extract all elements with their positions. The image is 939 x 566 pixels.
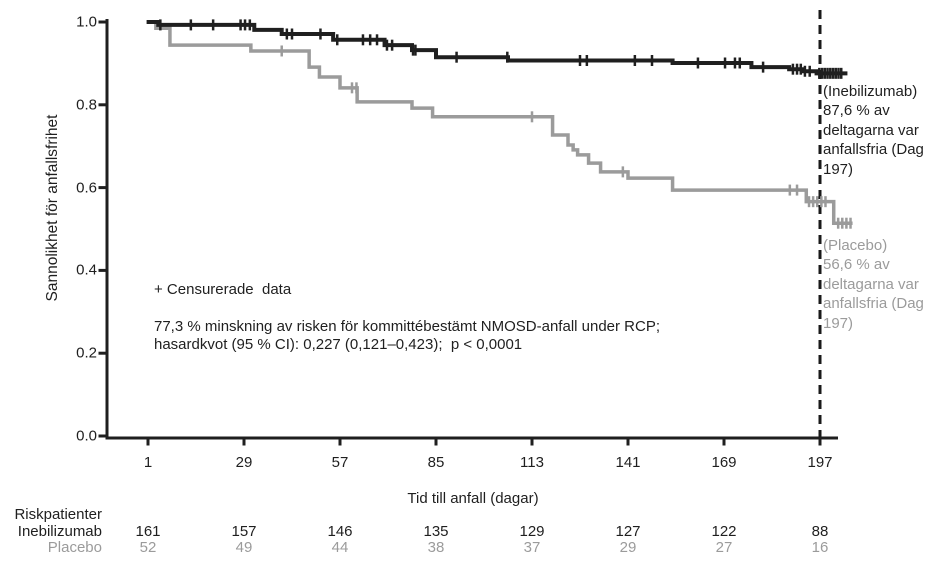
y-tick-label: 0.6 [76, 179, 97, 197]
stats-note-line2: hasardkvot (95 % CI): 0,227 (0,121–0,423… [154, 335, 523, 353]
x-tick-label: 141 [615, 454, 641, 471]
y-tick-label: 1.0 [76, 13, 97, 31]
censored-data-note: + Censurerade data [154, 281, 292, 298]
risk-value-placebo: 37 [523, 539, 541, 556]
risk-row-label-placebo: Placebo [47, 539, 102, 556]
y-tick-label: 0.0 [76, 427, 97, 445]
risk-value-placebo: 44 [331, 539, 349, 556]
y-tick-label: 0.2 [76, 344, 97, 362]
risk-value-inebilizumab: 161 [135, 523, 161, 540]
risk-value-placebo: 38 [427, 539, 445, 556]
risk-value-placebo: 16 [811, 539, 829, 556]
x-tick-label: 197 [807, 454, 833, 471]
risk-value-inebilizumab: 157 [231, 523, 257, 540]
x-tick-label: 85 [427, 454, 445, 471]
risk-value-inebilizumab: 122 [711, 523, 737, 540]
x-tick-label: 169 [711, 454, 737, 471]
risk-value-placebo: 52 [139, 539, 157, 556]
y-tick-label: 0.4 [76, 261, 97, 279]
risk-value-placebo: 29 [619, 539, 637, 556]
y-tick-label: 0.8 [76, 96, 97, 114]
x-tick-label: 29 [235, 454, 253, 471]
x-axis-title: Tid till anfall (dagar) [407, 490, 539, 507]
placebo-annotation: (Placebo) 56,6 % av deltagarna var anfal… [823, 237, 924, 332]
km-curve-placebo [146, 20, 853, 225]
stats-note: 77,3 % minskning av risken för kommittéb… [154, 318, 660, 353]
x-tick-label: 113 [520, 454, 544, 471]
risk-value-inebilizumab: 135 [423, 523, 449, 540]
risk-value-inebilizumab: 127 [615, 523, 641, 540]
risk-value-inebilizumab: 88 [811, 523, 829, 540]
risk-value-inebilizumab: 146 [327, 523, 353, 540]
x-tick-label: 1 [143, 454, 153, 471]
risk-table-title: Riskpatienter [14, 506, 102, 523]
risk-row-label-inebilizumab: Inebilizumab [17, 523, 102, 540]
stats-note-line1: 77,3 % minskning av risken för kommittéb… [154, 318, 661, 335]
x-tick-label: 57 [331, 454, 349, 471]
inebilizumab-annotation: (Inebilizumab) 87,6 % av deltagarna var … [823, 83, 924, 178]
risk-value-inebilizumab: 129 [519, 523, 545, 540]
risk-value-placebo: 49 [235, 539, 253, 556]
risk-value-placebo: 27 [715, 539, 733, 556]
